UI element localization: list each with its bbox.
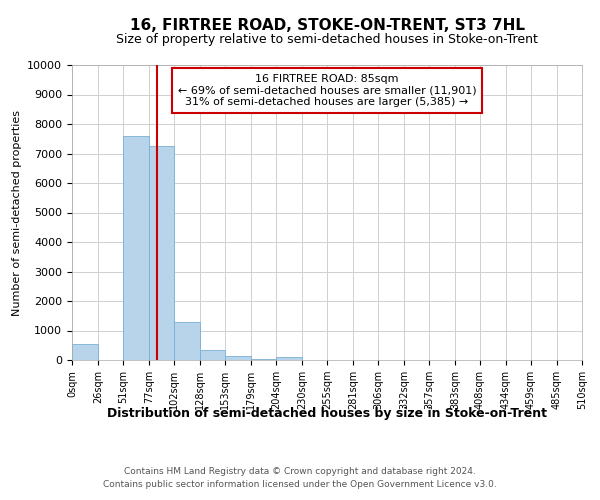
Y-axis label: Number of semi-detached properties: Number of semi-detached properties [12,110,22,316]
Bar [123,136,149,360]
Bar [200,350,225,360]
Text: Distribution of semi-detached houses by size in Stoke-on-Trent: Distribution of semi-detached houses by … [107,408,547,420]
Bar [72,344,98,360]
Text: 16, FIRTREE ROAD, STOKE-ON-TRENT, ST3 7HL: 16, FIRTREE ROAD, STOKE-ON-TRENT, ST3 7H… [130,18,524,32]
Text: Size of property relative to semi-detached houses in Stoke-on-Trent: Size of property relative to semi-detach… [116,32,538,46]
Bar [149,146,174,360]
Text: Contains public sector information licensed under the Open Government Licence v3: Contains public sector information licen… [103,480,497,489]
Bar [251,358,276,360]
Bar [225,356,251,360]
Text: 16 FIRTREE ROAD: 85sqm
← 69% of semi-detached houses are smaller (11,901)
31% of: 16 FIRTREE ROAD: 85sqm ← 69% of semi-det… [178,74,476,107]
Text: Contains HM Land Registry data © Crown copyright and database right 2024.: Contains HM Land Registry data © Crown c… [124,468,476,476]
Bar [276,357,302,360]
Bar [174,322,200,360]
